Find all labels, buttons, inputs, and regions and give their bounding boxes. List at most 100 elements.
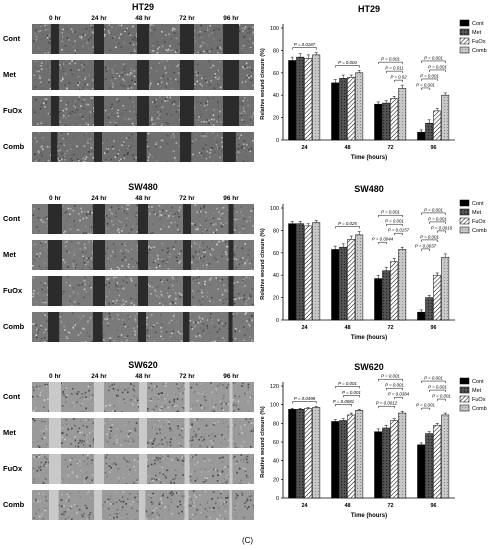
wound-micrograph [120, 276, 166, 306]
p-value-label: P = 0.0044 [372, 237, 394, 242]
y-axis-label: Relative wound closure (%) [260, 228, 266, 300]
time-column-label: 48 hr [135, 15, 151, 22]
wound-micrograph [76, 490, 122, 520]
significance-bracket [343, 395, 360, 398]
wound-micrograph [76, 312, 122, 342]
time-column-label: 24 hr [91, 195, 107, 202]
bar-comb [398, 249, 407, 321]
bar-cont [417, 444, 426, 499]
wound-micrograph [208, 276, 254, 306]
time-column-label: 48 hr [135, 195, 151, 202]
panel-ht29: HT29 0 hr 24 hr 48 hr 72 hr 96 hr Cont Met FuOx C… [0, 0, 495, 178]
y-tick-label: 100 [270, 26, 279, 32]
p-value-label: P = 0.0081 [333, 399, 355, 404]
x-tick-label: 72 [387, 325, 393, 331]
y-tick-label: 80 [273, 421, 279, 427]
bar-fuox [433, 110, 442, 141]
wound-micrograph [32, 382, 78, 412]
bar-cont [417, 131, 426, 141]
legend-label: Met [472, 388, 482, 394]
wound-micrograph [120, 204, 166, 234]
p-value-label: P = 0.0498 [294, 396, 316, 401]
time-column-label: 72 hr [179, 373, 195, 380]
y-tick-label: 20 [273, 116, 279, 122]
bar-met [382, 102, 391, 141]
panel-sw480: SW480 0 hr 24 hr 48 hr 72 hr 96 hr Cont Met FuOx… [0, 180, 495, 358]
significance-bracket [335, 386, 360, 389]
wound-micrograph [76, 240, 122, 270]
legend-swatch [459, 386, 470, 394]
micrograph-title: SW620 [128, 360, 158, 370]
wound-micrograph [120, 24, 166, 54]
wound-micrograph [208, 132, 254, 162]
bar-fuox [347, 239, 356, 321]
wound-micrograph [120, 454, 166, 484]
p-value-label: P = 0.004 [338, 60, 357, 65]
bar-comb [441, 257, 450, 321]
p-value-label: P = 0.001 [420, 234, 439, 239]
bar-met [382, 427, 391, 499]
time-column-label: 0 hr [49, 195, 61, 202]
wound-micrograph [208, 490, 254, 520]
wound-micrograph [32, 96, 78, 126]
p-value-label: P = 0.001 [381, 374, 400, 379]
wound-micrograph [120, 312, 166, 342]
y-tick-label: 0 [276, 138, 279, 144]
legend-label: FuOx [472, 397, 486, 403]
p-value-label: P = 0.001 [381, 57, 400, 62]
p-value-label: P = 0.001 [338, 381, 357, 386]
legend-label: Comb [472, 406, 487, 412]
bar-comb [441, 414, 450, 499]
bar-met [296, 56, 305, 141]
bar-comb [312, 222, 321, 321]
bar-fuox [433, 274, 442, 321]
y-tick-label: 80 [273, 228, 279, 234]
legend-label: Met [472, 210, 482, 216]
wound-micrograph [120, 418, 166, 448]
x-axis-label: Time (hours) [351, 335, 387, 341]
treatment-row-label: Met [3, 250, 16, 259]
bar-met [339, 420, 348, 499]
legend-swatch [459, 377, 470, 385]
p-value-label: P = 0.001 [416, 403, 435, 408]
legend-label: Comb [472, 228, 487, 234]
bar-comb [355, 72, 364, 141]
bar-comb [355, 410, 364, 499]
wound-micrograph [76, 276, 122, 306]
significance-bracket [421, 78, 438, 81]
significance-bracket [386, 223, 403, 227]
bar-cont [288, 409, 297, 499]
legend-swatch [459, 395, 470, 403]
wound-micrograph [32, 454, 78, 484]
chart-title: SW480 [354, 184, 384, 194]
significance-bracket [421, 380, 446, 384]
wound-micrograph [32, 24, 78, 54]
p-value-label: P = 0.001 [424, 55, 443, 60]
bar-cont [374, 431, 383, 499]
x-tick-label: 24 [301, 325, 308, 331]
x-tick-label: 96 [430, 503, 436, 509]
wound-micrograph [164, 418, 210, 448]
panel-sw620: SW620 0 hr 24 hr 48 hr 72 hr 96 hr Cont Met FuOx… [0, 358, 495, 536]
time-column-label: 72 hr [179, 15, 195, 22]
bar-met [339, 78, 348, 141]
x-tick-label: 48 [344, 325, 350, 331]
wound-micrograph [164, 132, 210, 162]
wound-micrograph [164, 240, 210, 270]
p-value-label: P = 0.001 [381, 210, 400, 215]
wound-micrograph [164, 454, 210, 484]
y-tick-label: 40 [273, 273, 279, 279]
time-column-label: 0 hr [49, 373, 61, 380]
treatment-row-label: Comb [3, 500, 25, 509]
time-column-label: 24 hr [91, 15, 107, 22]
significance-bracket [421, 248, 430, 251]
wound-micrograph [32, 240, 78, 270]
y-tick-label: 60 [273, 71, 279, 77]
treatment-row-label: Met [3, 70, 16, 79]
bar-fuox [390, 261, 399, 321]
y-tick-label: 20 [273, 296, 279, 302]
bar-cont [374, 103, 383, 141]
legend-swatch [459, 199, 470, 207]
p-value-label: P = 0.001 [428, 385, 447, 390]
y-tick-label: 20 [273, 477, 279, 483]
